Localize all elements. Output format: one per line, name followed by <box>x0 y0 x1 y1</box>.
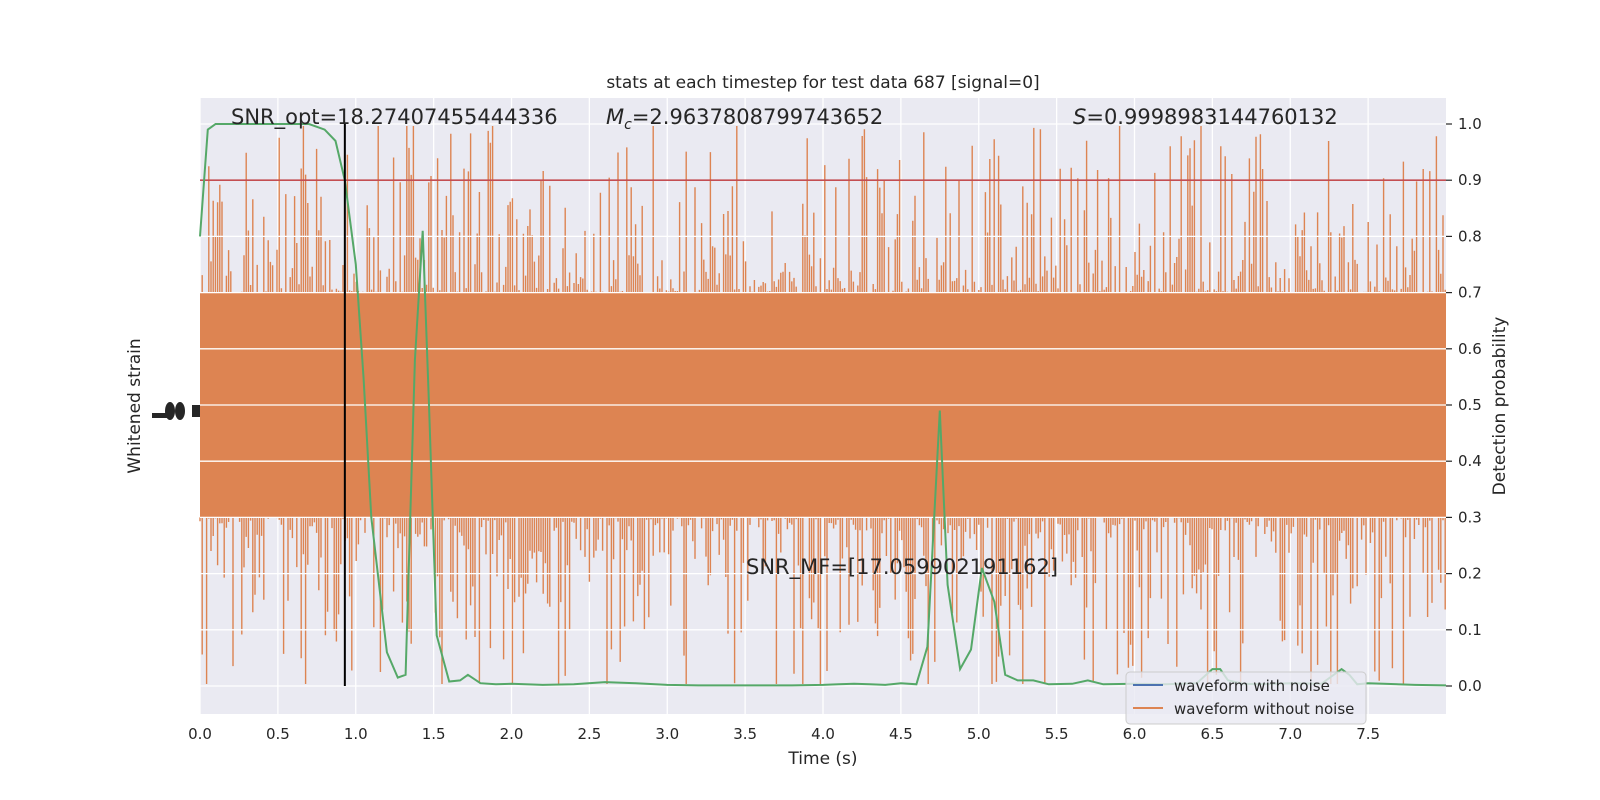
x-tick-label: 2.0 <box>500 725 524 743</box>
y-tick-label: 1.0 <box>1458 115 1482 133</box>
x-tick-label: 4.0 <box>811 725 835 743</box>
y-tick-label: 0.5 <box>1458 396 1482 414</box>
x-tick-label: 2.5 <box>577 725 601 743</box>
x-tick-label: 6.5 <box>1200 725 1224 743</box>
y-tick-label: 0.6 <box>1458 340 1482 358</box>
x-tick-label: 5.5 <box>1045 725 1069 743</box>
y-tick-label: 0.7 <box>1458 284 1482 302</box>
x-tick-label: 3.0 <box>655 725 679 743</box>
legend-label-without-noise: waveform without noise <box>1174 700 1354 718</box>
y-axis-left-label: Whitened strain <box>125 338 145 473</box>
y-tick-label: 0.2 <box>1458 565 1482 583</box>
x-tick-label: 7.0 <box>1278 725 1302 743</box>
y-tick-label: 0.1 <box>1458 621 1482 639</box>
x-axis-label: Time (s) <box>787 749 857 769</box>
noise-spikes-up <box>201 126 1446 293</box>
stat-s-annotation: S=0.9998983144760132 <box>1073 105 1338 129</box>
x-tick-label: 5.0 <box>967 725 991 743</box>
x-tick-label: 0.0 <box>188 725 212 743</box>
y-tick-label: 0.4 <box>1458 452 1482 470</box>
chart-title: stats at each timestep for test data 687… <box>606 73 1039 93</box>
x-tick-label: 1.0 <box>344 725 368 743</box>
x-tick-label: 4.5 <box>889 725 913 743</box>
x-tick-label: 6.0 <box>1123 725 1147 743</box>
left-axis-clutter <box>152 402 200 420</box>
y-tick-label: 0.9 <box>1458 171 1482 189</box>
legend: waveform with noise waveform without noi… <box>1125 671 1367 725</box>
y-tick-label: 0.8 <box>1458 227 1482 245</box>
legend-label-with-noise: waveform with noise <box>1174 677 1330 695</box>
x-tick-label: 0.5 <box>266 725 290 743</box>
chirp-mass-annotation: Mc=2.9637808799743652 <box>606 105 883 133</box>
x-tick-label: 7.5 <box>1356 725 1380 743</box>
detection-probability-series <box>199 123 1447 687</box>
legend-box <box>1125 671 1367 725</box>
y-axis-right-label: Detection probability <box>1490 317 1510 496</box>
snr-mf-annotation: SNR_MF=[17.059902191162] <box>746 555 1058 580</box>
x-tick-label: 3.5 <box>733 725 757 743</box>
x-axis-ticks: 0.0 0.5 1.0 1.5 2.0 2.5 3.0 3.5 4.0 4.5 5.0 5.5 6.0 6… <box>188 725 1380 743</box>
y-axis-right-ticks: 0.0 0.1 0.2 0.3 0.4 0.5 0.6 0.7 0.8 0.9 1.0 <box>1446 115 1482 695</box>
y-tick-label: 0.0 <box>1458 677 1482 695</box>
x-tick-label: 1.5 <box>422 725 446 743</box>
y-tick-label: 0.3 <box>1458 508 1482 526</box>
snr-opt-annotation: SNR_opt=18.27407455444336 <box>231 105 558 130</box>
